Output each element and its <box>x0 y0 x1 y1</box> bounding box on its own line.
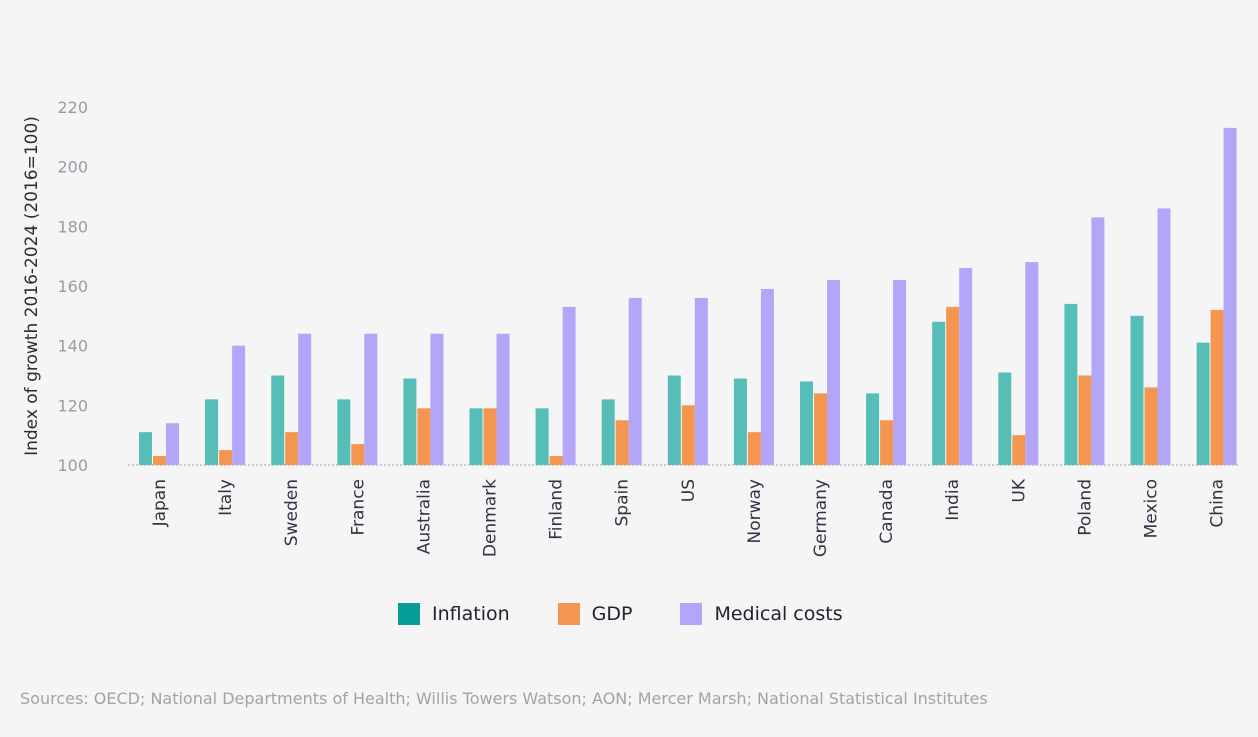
bar-medical-costs-italy <box>232 345 246 465</box>
bar-gdp-germany <box>814 393 827 465</box>
legend-label-inflation: Inflation <box>432 603 510 625</box>
x-axis-categories: Japan Italy Sweden France Australia Denmark Fi… <box>150 478 1228 557</box>
bar-medical-costs-canada <box>893 280 907 465</box>
bar-inflation-poland <box>1064 303 1078 465</box>
bar-medical-costs-france <box>364 333 378 465</box>
bar-medical-costs-india <box>959 268 973 465</box>
x-tick-label-poland: Poland <box>1075 479 1095 536</box>
y-tick-label: 220 <box>57 98 88 117</box>
bar-inflation-japan <box>139 432 152 465</box>
y-tick-label: 120 <box>57 396 88 415</box>
y-axis-title: Index of growth 2016-2024 (2016=100) <box>22 116 42 456</box>
x-tick-label-japan: Japan <box>150 479 170 527</box>
bar-gdp-sweden <box>285 432 299 465</box>
bar-medical-costs-sweden <box>298 333 312 465</box>
bar-inflation-australia <box>403 378 417 465</box>
bar-medical-costs-us <box>694 297 708 465</box>
legend-item-inflation: Inflation <box>398 603 510 625</box>
bar-inflation-us <box>667 375 681 465</box>
x-tick-label-france: France <box>348 479 368 536</box>
bar-gdp-japan <box>153 456 166 465</box>
bar-gdp-italy <box>219 450 233 465</box>
bar-medical-costs-china <box>1223 127 1237 465</box>
bar-gdp-france <box>351 444 365 465</box>
bar-gdp-india <box>946 306 960 465</box>
bar-inflation-mexico <box>1130 315 1144 465</box>
y-tick-label: 180 <box>57 217 88 236</box>
x-tick-label-italy: Italy <box>216 479 236 516</box>
bar-gdp-canada <box>880 420 894 465</box>
legend-label-medical-costs: Medical costs <box>714 603 843 625</box>
bar-chart: Index of growth 2016-2024 (2016=100) 100… <box>22 98 1240 557</box>
x-tick-label-sweden: Sweden <box>282 479 302 546</box>
legend-swatch-inflation <box>398 603 420 625</box>
bar-gdp-uk <box>1012 435 1026 465</box>
bar-inflation-canada <box>866 393 880 465</box>
bar-inflation-uk <box>998 372 1012 465</box>
bar-medical-costs-poland <box>1091 217 1105 465</box>
x-tick-label-china: China <box>1208 479 1228 528</box>
legend-item-medical-costs: Medical costs <box>680 603 843 625</box>
bar-medical-costs-denmark <box>496 333 510 465</box>
bar-gdp-china <box>1210 309 1224 465</box>
bar-gdp-spain <box>615 420 629 465</box>
bar-medical-costs-spain <box>628 297 642 465</box>
bar-gdp-mexico <box>1144 387 1158 465</box>
y-axis-ticks: 100 120 140 160 180 200 220 <box>57 98 88 475</box>
y-tick-label: 160 <box>57 277 88 296</box>
bar-medical-costs-australia <box>430 333 444 465</box>
legend-swatch-medical-costs <box>680 603 703 625</box>
x-tick-label-india: India <box>943 479 963 521</box>
x-tick-label-finland: Finland <box>547 479 567 540</box>
bar-medical-costs-mexico <box>1157 208 1171 465</box>
bar-inflation-germany <box>800 381 813 465</box>
bar-inflation-china <box>1196 342 1210 465</box>
bar-gdp-us <box>681 405 695 465</box>
legend-label-gdp: GDP <box>591 603 633 625</box>
source-note: Sources: OECD; National Departments of H… <box>20 689 988 708</box>
bar-inflation-india <box>932 321 946 465</box>
x-tick-label-uk: UK <box>1009 478 1029 502</box>
legend-item-gdp: GDP <box>557 603 633 625</box>
bar-inflation-spain <box>601 399 615 465</box>
bar-inflation-norway <box>733 378 747 465</box>
bar-gdp-denmark <box>483 408 497 465</box>
bar-inflation-denmark <box>469 408 483 465</box>
x-tick-label-denmark: Denmark <box>481 479 501 557</box>
bar-medical-costs-japan <box>166 423 179 465</box>
bars-group <box>139 127 1237 465</box>
legend-swatch-gdp <box>557 603 580 625</box>
x-tick-label-spain: Spain <box>613 479 633 527</box>
legend: Inflation GDP Medical costs <box>398 603 891 625</box>
bar-inflation-sweden <box>271 375 285 465</box>
bar-gdp-australia <box>417 408 431 465</box>
bar-gdp-norway <box>747 432 761 465</box>
y-tick-label: 100 <box>57 456 88 475</box>
x-tick-label-canada: Canada <box>877 479 897 544</box>
y-tick-label: 200 <box>57 158 88 177</box>
bar-gdp-finland <box>549 456 563 465</box>
bar-medical-costs-germany <box>827 280 840 465</box>
x-tick-label-mexico: Mexico <box>1142 479 1162 538</box>
bar-medical-costs-uk <box>1025 262 1039 465</box>
x-tick-label-us: US <box>679 479 699 502</box>
bar-inflation-france <box>337 399 351 465</box>
bar-medical-costs-finland <box>562 306 576 465</box>
x-tick-label-australia: Australia <box>414 479 434 554</box>
x-tick-label-germany: Germany <box>811 479 831 557</box>
bar-inflation-finland <box>535 408 549 465</box>
y-tick-label: 140 <box>57 337 88 356</box>
x-tick-label-norway: Norway <box>745 479 765 544</box>
bar-inflation-italy <box>205 399 219 465</box>
bar-gdp-poland <box>1078 375 1092 465</box>
bar-medical-costs-norway <box>760 288 774 465</box>
